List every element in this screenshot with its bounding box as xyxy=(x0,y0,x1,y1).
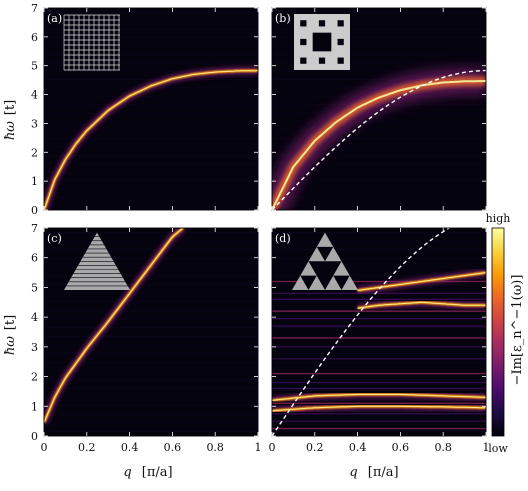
carpet-hole xyxy=(318,20,326,27)
x-tick-label: 0.8 xyxy=(206,441,224,454)
sierpinski-carpet-icon xyxy=(294,14,350,70)
panel-label: (b) xyxy=(275,12,291,25)
gasket-hole xyxy=(333,275,350,290)
carpet-hole xyxy=(300,38,307,46)
x-tick-label: 0.6 xyxy=(392,441,410,454)
y-axis-label-bottom: ħω[t] xyxy=(3,315,18,355)
panel-label: (a) xyxy=(47,12,62,25)
panel-background xyxy=(272,228,486,436)
x-tick-label: 1 xyxy=(255,441,262,454)
y-axis-label-top: ħω[t] xyxy=(3,100,18,140)
panel-label: (d) xyxy=(275,232,291,245)
x-tick-label: 0.2 xyxy=(306,441,324,454)
y-tick-label: 3 xyxy=(31,117,38,130)
panel-b: (b) xyxy=(271,7,487,211)
x-tick-label: 0.4 xyxy=(121,441,139,454)
x-axis-label-left: q [π/a] xyxy=(123,465,172,480)
carpet-hole xyxy=(337,57,344,64)
x-axis-label-right: q [π/a] xyxy=(349,465,398,480)
mode-core-middle xyxy=(357,301,486,309)
colorbar-gradient xyxy=(491,227,505,437)
x-tick-label: 0.8 xyxy=(434,441,452,454)
panel-frame xyxy=(271,227,487,437)
panel-frame xyxy=(43,7,259,211)
y-tick-label: 2 xyxy=(31,146,38,159)
carpet-hole xyxy=(300,57,307,64)
carpet-hole xyxy=(337,38,344,46)
colorbar-low-label: low xyxy=(488,442,508,455)
colorbar-high-label: high xyxy=(486,212,511,225)
mode-core-lower-2 xyxy=(272,405,486,412)
panel-c: (c) 0 0.2 0.4 0.6 0.8 1 0 1 2 3 4 5 6 7 xyxy=(31,222,262,454)
x-tick-label: 0 xyxy=(41,441,48,454)
triangular-lattice-icon xyxy=(64,232,130,290)
y-tick-label: 1 xyxy=(31,175,38,188)
x-tick-label: 0.2 xyxy=(78,441,96,454)
y-tick-label: 6 xyxy=(31,252,38,265)
x-tick-label: 0.6 xyxy=(164,441,182,454)
mode-core-plasmon xyxy=(44,228,184,423)
panel-label: (c) xyxy=(47,232,62,245)
y-tick-label: 5 xyxy=(31,60,38,73)
carpet-hole xyxy=(337,20,344,27)
mode-core-broad-band xyxy=(272,80,486,210)
y-tick-label: 0 xyxy=(31,430,38,443)
square-grid-lattice-icon xyxy=(63,14,120,71)
carpet-hole xyxy=(318,57,326,64)
gasket-hole xyxy=(308,261,342,290)
reference-dashed-curve xyxy=(272,69,486,210)
gasket-hole xyxy=(316,246,334,262)
panel-d: (d) 0 0.2 0.4 0.6 0.8 1 xyxy=(269,227,490,454)
carpet-hole xyxy=(300,20,307,27)
panel-frame xyxy=(43,227,259,437)
panel-background xyxy=(44,8,258,210)
y-tick-label: 4 xyxy=(31,311,38,324)
y-tick-label: 2 xyxy=(31,371,38,384)
colorbar: high low −Im[ε_n^−1(ω)] xyxy=(486,212,525,455)
y-tick-label: 1 xyxy=(31,400,38,413)
y-tick-label: 0 xyxy=(31,204,38,217)
mode-core-upper xyxy=(357,272,486,291)
panel-frame xyxy=(271,7,487,211)
colorbar-title: −Im[ε_n^−1(ω)] xyxy=(510,275,525,386)
y-tick-label: 6 xyxy=(31,31,38,44)
y-tick-label: 4 xyxy=(31,89,38,102)
x-tick-label: 0.4 xyxy=(349,441,367,454)
panel-a: (a) 0 1 2 3 4 5 6 7 xyxy=(31,2,259,217)
y-tick-label: 5 xyxy=(31,281,38,294)
reference-dashed-curve xyxy=(272,228,451,436)
carpet-hole xyxy=(312,32,332,52)
sierpinski-gasket-icon xyxy=(292,232,358,290)
mode-core-plasmon xyxy=(44,70,258,210)
y-tick-label: 7 xyxy=(31,2,38,15)
gasket-hole xyxy=(300,275,317,290)
x-tick-label: 1 xyxy=(483,441,490,454)
y-tick-label: 3 xyxy=(31,341,38,354)
x-tick-label: 0 xyxy=(269,441,276,454)
y-tick-label: 7 xyxy=(31,222,38,235)
mode-core-lower-1 xyxy=(272,393,486,401)
